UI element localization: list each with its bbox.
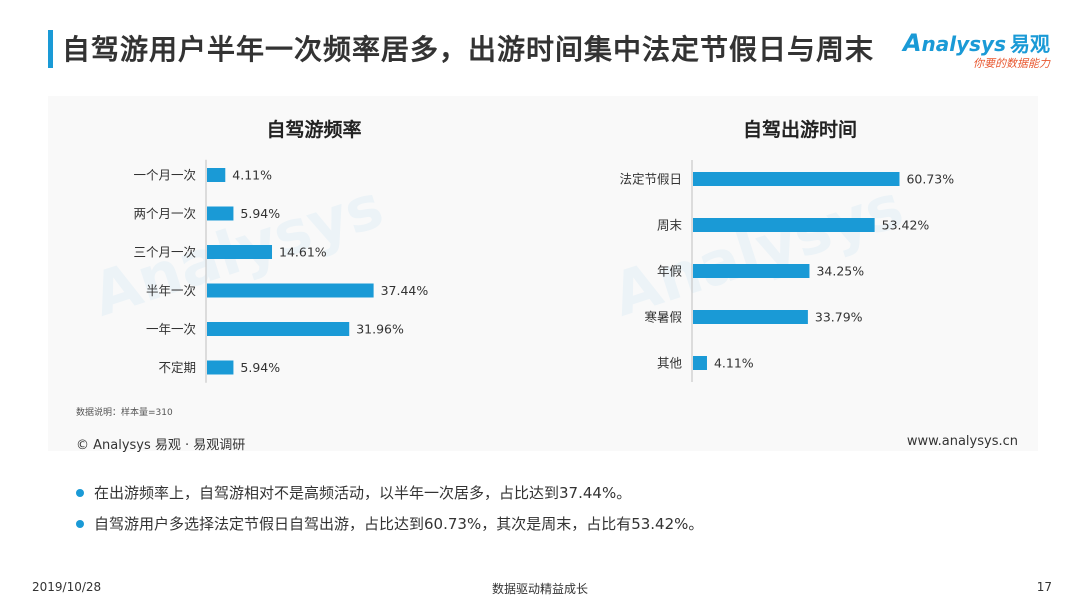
bar	[693, 356, 707, 370]
bullet-dot-icon	[76, 519, 84, 528]
bullet-dot-icon	[76, 488, 84, 497]
copyright-text: © Analysys 易观 · 易观调研	[76, 438, 246, 453]
category-label: 周末	[657, 218, 683, 233]
value-label: 4.11%	[232, 168, 272, 183]
bar	[693, 264, 810, 278]
value-label: 60.73%	[906, 172, 954, 187]
bullet-item: 自驾游用户多选择法定节假日自驾出游，占比达到60.73%，其次是周末，占比有53…	[76, 513, 703, 534]
logo-brand-cn: 易观	[1010, 32, 1050, 56]
category-label: 其他	[657, 356, 683, 371]
chart-title: 自驾游频率	[266, 118, 361, 141]
category-label: 寒暑假	[644, 310, 682, 325]
bar	[693, 218, 875, 232]
category-label: 年假	[657, 264, 683, 279]
category-label: 一年一次	[146, 322, 196, 337]
footer-slogan: 数据驱动精益成长	[491, 582, 588, 596]
logo-slogan: 你要的数据能力	[973, 57, 1050, 70]
bar	[693, 172, 900, 186]
logo-brand-rest: nalysys	[921, 32, 1006, 56]
logo-brand-initial: A	[902, 29, 922, 57]
value-label: 4.11%	[714, 356, 754, 371]
analysys-logo: Analysys 易观 你要的数据能力	[903, 28, 1050, 71]
value-label: 33.79%	[815, 310, 863, 325]
bullet-list: 在出游频率上，自驾游相对不是高频活动，以半年一次居多，占比达到37.44%。 自…	[76, 482, 703, 544]
category-label: 法定节假日	[619, 172, 682, 187]
bar	[207, 283, 374, 298]
value-label: 37.44%	[381, 283, 429, 298]
value-label: 34.25%	[816, 264, 864, 279]
bar	[207, 360, 234, 375]
chart-panel: Analysys Analysys 自驾游频率 一个月一次 4.11% 两个月一次 5.…	[48, 96, 1038, 451]
page-title: 自驾游用户半年一次频率居多，出游时间集中法定节假日与周末	[62, 33, 875, 66]
bar	[207, 168, 226, 182]
website-link[interactable]: www.analysys.cn	[906, 434, 1018, 449]
bar	[207, 322, 350, 336]
footer-date: 2019/10/28	[32, 580, 102, 594]
chart-title: 自驾出游时间	[743, 118, 857, 141]
bar	[207, 245, 273, 259]
category-label: 两个月一次	[133, 206, 196, 221]
value-label: 31.96%	[356, 322, 404, 337]
category-label: 不定期	[158, 360, 196, 375]
logo-brand: Analysys 易观	[903, 28, 1050, 57]
page-number: 17	[1036, 580, 1052, 594]
bullet-item: 在出游频率上，自驾游相对不是高频活动，以半年一次居多，占比达到37.44%。	[76, 482, 703, 503]
bar	[693, 310, 808, 324]
category-label: 一个月一次	[133, 168, 196, 183]
value-label: 14.61%	[279, 245, 327, 260]
category-label: 三个月一次	[133, 245, 196, 260]
value-label: 5.94%	[240, 360, 280, 375]
value-label: 5.94%	[240, 206, 280, 221]
value-label: 53.42%	[882, 218, 930, 233]
bullet-text: 自驾游用户多选择法定节假日自驾出游，占比达到60.73%，其次是周末，占比有53…	[94, 515, 704, 533]
title-accent-bar	[48, 30, 53, 68]
bullet-text: 在出游频率上，自驾游相对不是高频活动，以半年一次居多，占比达到37.44%。	[94, 484, 632, 502]
bar	[207, 206, 234, 221]
category-label: 半年一次	[146, 283, 196, 298]
data-note: 数据说明：样本量=310	[76, 408, 173, 418]
